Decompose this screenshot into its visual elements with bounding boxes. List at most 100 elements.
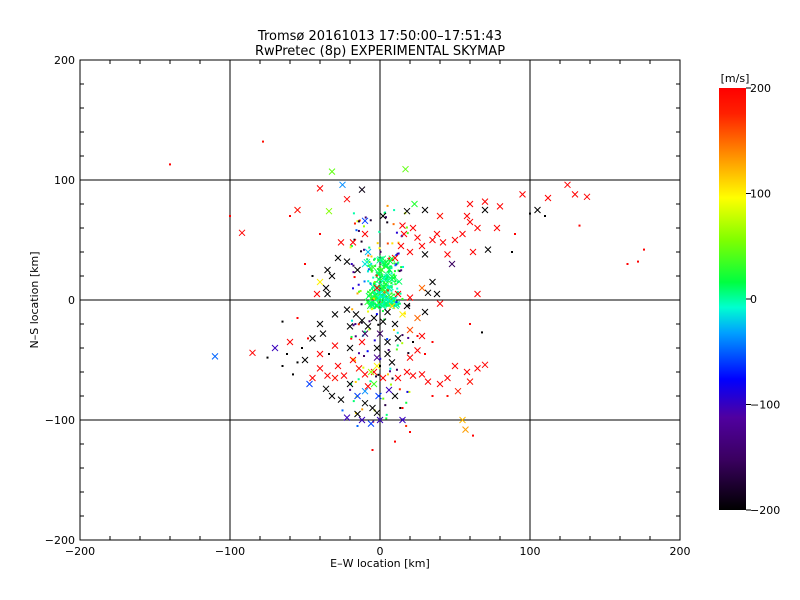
data-point-cross [343,195,351,203]
data-point-dot [389,265,392,268]
data-point-cross [466,378,474,385]
data-point-cross [571,191,579,198]
data-point-cross [421,251,429,258]
data-point-dot [405,401,408,404]
data-point-dot [385,304,388,307]
data-point-cross [331,374,339,382]
data-point-dot [370,308,373,311]
data-point-dot [383,304,386,307]
data-point-dot [396,291,399,294]
data-point-dot [380,290,383,293]
data-point-cross [358,186,366,193]
data-point-cross [358,416,366,424]
data-point-cross [301,356,309,364]
data-point-dot [360,303,363,306]
data-point-dot [388,300,391,303]
data-point-dot [401,407,404,409]
data-point-cross [454,387,462,395]
data-point-cross [379,374,387,382]
data-point-dot [368,246,371,249]
data-point-cross [358,317,366,324]
data-point-dot [352,324,355,327]
data-point-dot [363,354,366,357]
data-point-dot [377,304,380,307]
data-point-dot [292,373,294,376]
data-point-dot [397,303,400,306]
data-point-cross [375,392,382,400]
data-point-cross [337,396,345,403]
data-point-cross [403,207,411,215]
data-point-dot [416,335,419,337]
data-point-cross [379,318,387,325]
data-point-cross [397,242,405,250]
data-point-dot [262,140,264,143]
data-point-cross [436,212,444,220]
data-point-dot [390,267,393,270]
data-point-cross [462,426,469,433]
data-point-cross [375,294,383,302]
data-point-cross [393,301,401,308]
data-point-cross [324,266,331,274]
data-point-dot [369,219,372,222]
data-point-dot [397,252,400,255]
data-point-dot [311,275,314,277]
data-point-dot [396,252,399,255]
data-point-dot [399,292,402,295]
data-point-cross [361,230,369,238]
data-point-dot [386,286,389,289]
data-point-cross [409,224,417,232]
data-point-cross [414,234,421,241]
data-point-dot [375,293,378,296]
data-point-cross [421,308,429,316]
data-point-cross [424,378,432,385]
data-point-cross [271,344,279,352]
data-point-dot [401,297,404,300]
data-point-dot [372,297,375,300]
data-point-dot [362,225,365,228]
data-point-dot [373,339,376,342]
data-point-dot [357,229,360,232]
data-point-cross [379,212,387,220]
data-point-cross [316,278,324,286]
data-point-dot [354,380,357,383]
data-point-dot [369,282,372,285]
data-point-dot [403,312,406,315]
data-point-dot [354,359,356,362]
data-point-dot [390,286,393,289]
data-point-cross [418,242,426,250]
data-point-cross [306,380,313,388]
data-point-cross [400,230,408,238]
data-point-dot [386,289,389,292]
data-point-dot [383,282,386,285]
data-point-cross [294,206,301,214]
data-point-dot [394,296,397,299]
data-point-dot [289,215,291,217]
data-point-cross [369,264,377,271]
data-point-cross [481,198,489,205]
y-tick-label: −200 [45,534,75,547]
data-point-dot [394,283,397,286]
data-point-dot [328,353,330,355]
data-point-dot [398,388,401,391]
data-point-dot [370,304,373,307]
data-point-dot [357,283,360,286]
data-point-dot [281,365,284,367]
data-point-dot [367,280,370,283]
data-point-dot [388,265,391,268]
data-point-dot [392,299,395,302]
data-point-dot [373,281,376,284]
data-point-cross [474,365,481,372]
data-point-dot [382,301,385,304]
data-point-cross [339,181,346,189]
data-point-dot [386,242,389,245]
data-point-dot [319,233,321,235]
data-point-cross [346,380,354,388]
data-point-dot [390,272,393,275]
data-point-cross [496,203,504,210]
data-point-cross [459,416,466,424]
data-point-dot [383,291,386,294]
data-point-cross [387,283,394,291]
data-point-dot [383,264,386,267]
data-point-cross [429,236,436,244]
data-point-dot [388,257,391,260]
